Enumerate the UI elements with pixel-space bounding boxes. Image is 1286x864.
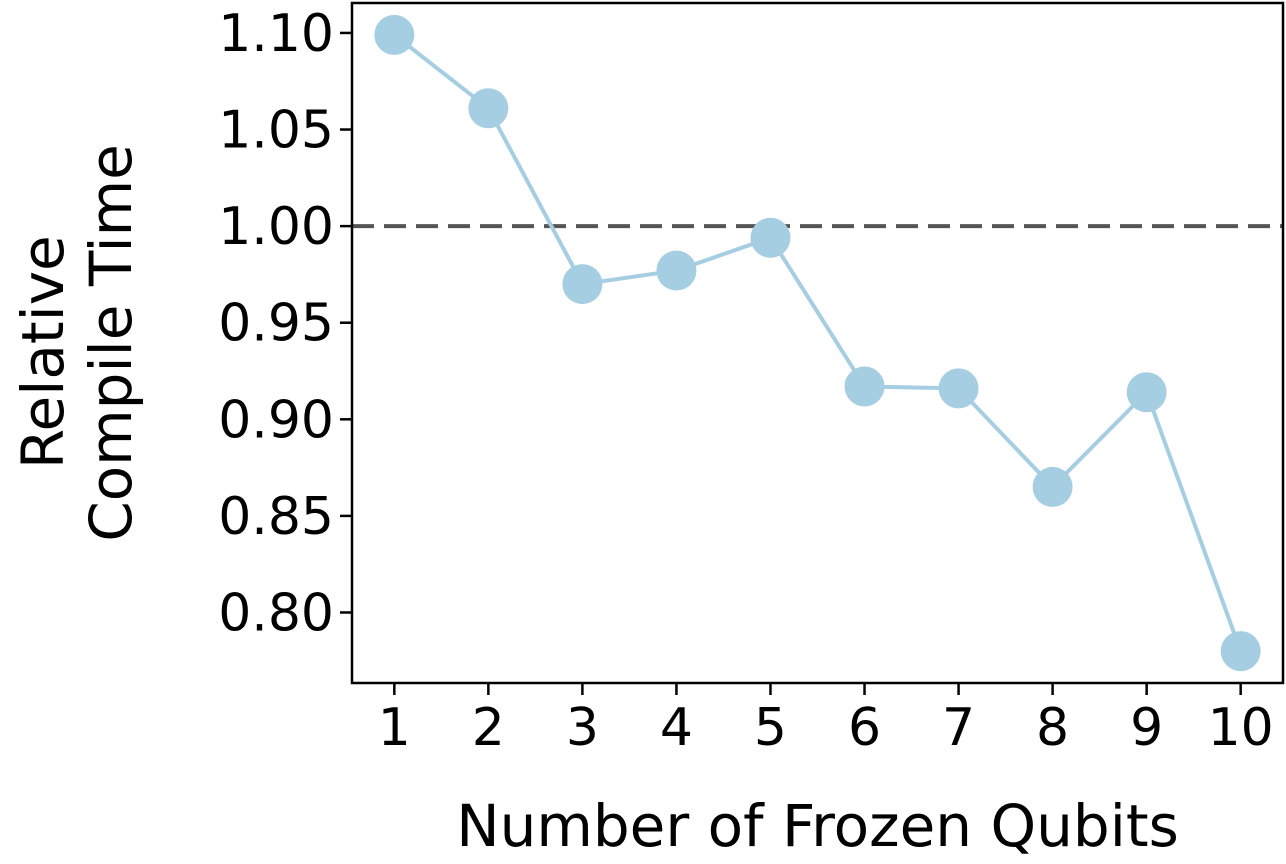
x-tick-label: 8 (1036, 698, 1069, 758)
x-tick-label: 1 (378, 698, 411, 758)
data-point-2 (468, 88, 509, 129)
y-tick-label: 1.10 (218, 4, 334, 64)
x-axis-label: Number of Frozen Qubits (456, 792, 1179, 860)
series-line (393, 33, 1243, 652)
x-tick-label: 6 (848, 698, 881, 758)
data-point-5 (750, 217, 791, 258)
x-tick-label: 2 (472, 698, 505, 758)
y-axis-label-line-1: Relative (9, 235, 77, 469)
x-tick-label: 7 (942, 698, 975, 758)
series-layer (374, 14, 1261, 672)
data-point-9 (1126, 372, 1167, 413)
y-axis-label-line-2: Compile Time (77, 144, 145, 542)
plot-area-frame (350, 1, 1285, 685)
data-point-3 (562, 264, 603, 305)
data-point-1 (374, 14, 415, 55)
y-tick-label: 1.05 (218, 101, 334, 161)
x-tick-label: 10 (1208, 698, 1274, 758)
y-tick-label: 0.90 (218, 390, 334, 450)
x-tick-label: 9 (1130, 698, 1163, 758)
y-tick-label: 1.00 (218, 197, 334, 257)
y-tick-label: 0.95 (218, 294, 334, 354)
y-tick-label: 0.80 (218, 583, 334, 643)
data-point-7 (938, 368, 979, 409)
x-tick-label: 3 (566, 698, 599, 758)
data-point-4 (656, 250, 697, 291)
y-axis-ticks: 0.80 0.85 0.90 0.95 1.00 1.05 1.10 (218, 4, 352, 643)
x-tick-label: 5 (754, 698, 787, 758)
y-tick-label: 0.85 (218, 487, 334, 547)
data-point-10 (1220, 631, 1261, 672)
data-point-6 (844, 366, 885, 407)
y-axis-label: Relative Compile Time (9, 144, 145, 542)
x-tick-label: 4 (660, 698, 693, 758)
x-axis-ticks: 1 2 3 4 5 6 7 8 9 10 (378, 683, 1274, 758)
data-point-8 (1032, 466, 1073, 507)
